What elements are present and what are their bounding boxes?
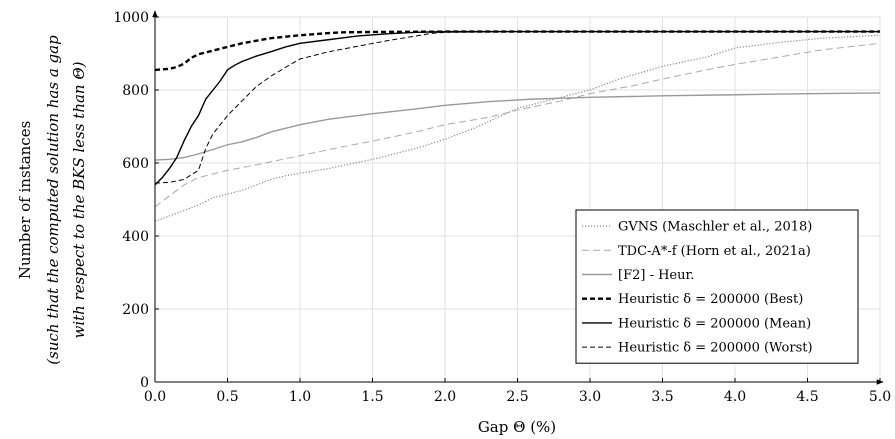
x-tick-label: 5.0 xyxy=(869,389,891,405)
y-axis-sublabel-1: (such that the computed solution has a g… xyxy=(44,35,62,365)
series-line-4 xyxy=(154,30,880,186)
x-tick-label: 2.0 xyxy=(434,389,456,405)
y-tick-label: 0 xyxy=(140,375,149,391)
y-axis-sublabel-2: with respect to the BKS less than Θ) xyxy=(70,61,88,338)
legend-label: TDC-A*-f (Horn et al., 2021a) xyxy=(618,244,811,259)
x-tick-label: 1.0 xyxy=(289,389,311,405)
legend-label: Heuristic δ = 200000 (Mean) xyxy=(618,316,811,331)
x-tick-label: 3.5 xyxy=(651,389,673,405)
axes xyxy=(152,10,884,385)
series-lines xyxy=(154,30,881,222)
x-tick-label: 1.5 xyxy=(361,389,383,405)
x-tick-label: 0.0 xyxy=(144,389,166,405)
x-tick-label: 4.5 xyxy=(796,389,818,405)
series-line-1 xyxy=(154,42,881,208)
x-axis-label: Gap Θ (%) xyxy=(478,418,556,436)
series-line-0 xyxy=(154,34,881,222)
y-tick-label: 1000 xyxy=(113,10,149,26)
y-tick-label: 600 xyxy=(122,156,149,172)
legend: GVNS (Maschler et al., 2018) TDC-A*-f (Ho… xyxy=(575,209,859,364)
x-tick-label: 4.0 xyxy=(724,389,746,405)
series-line-2 xyxy=(154,92,881,161)
series-line-5 xyxy=(154,31,880,184)
grid xyxy=(155,16,881,382)
y-axis-label: Number of instances xyxy=(16,121,34,280)
y-tick-label: 200 xyxy=(122,302,149,318)
legend-box xyxy=(575,209,859,364)
legend-label: Heuristic δ = 200000 (Best) xyxy=(618,292,803,307)
legend-label: GVNS (Maschler et al., 2018) xyxy=(618,220,812,235)
x-tick-label: 3.0 xyxy=(579,389,601,405)
legend-label: Heuristic δ = 200000 (Worst) xyxy=(618,341,813,356)
x-tick-label: 0.5 xyxy=(216,389,238,405)
y-tick-label: 800 xyxy=(122,83,149,99)
tick-labels: 0.0 0.5 1.0 1.5 2.0 2.5 3.0 3.5 4.0 4.5 5.0 0 200 400… xyxy=(113,10,891,405)
y-tick-label: 400 xyxy=(122,229,149,245)
x-tick-label: 2.5 xyxy=(506,389,528,405)
legend-label: [F2] - Heur. xyxy=(618,268,694,283)
